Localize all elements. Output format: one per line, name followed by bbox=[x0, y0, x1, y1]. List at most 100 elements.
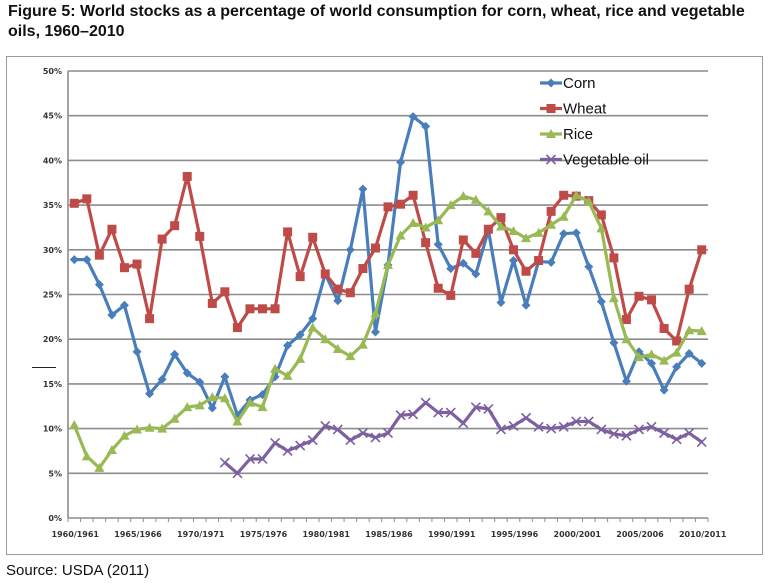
x-marker-stroke bbox=[219, 457, 230, 468]
data-point bbox=[232, 416, 243, 426]
x-marker-stroke bbox=[433, 407, 444, 418]
data-point bbox=[132, 347, 142, 357]
data-point bbox=[696, 326, 707, 336]
y-tick-label: 40% bbox=[43, 156, 62, 165]
x-marker-stroke bbox=[533, 421, 544, 432]
data-point bbox=[357, 428, 368, 439]
data-point bbox=[295, 353, 306, 363]
data-point bbox=[145, 314, 155, 324]
data-point bbox=[470, 194, 481, 204]
data-point bbox=[508, 256, 518, 266]
x-marker-stroke bbox=[608, 428, 619, 440]
data-point bbox=[169, 413, 180, 423]
data-point bbox=[145, 389, 155, 399]
data-point bbox=[621, 376, 631, 386]
x-tick-label: 1965/1966 bbox=[114, 530, 162, 539]
data-point bbox=[82, 255, 92, 265]
data-point bbox=[207, 392, 218, 402]
data-point bbox=[195, 231, 205, 241]
data-point bbox=[269, 437, 281, 448]
data-point bbox=[496, 298, 506, 308]
data-point bbox=[696, 436, 707, 448]
series-line bbox=[223, 401, 703, 475]
data-point bbox=[370, 327, 380, 337]
data-point bbox=[445, 200, 456, 210]
data-point bbox=[219, 393, 230, 403]
x-marker-stroke bbox=[684, 428, 695, 439]
data-point bbox=[420, 397, 431, 408]
x-marker-stroke bbox=[357, 428, 368, 439]
data-point bbox=[520, 412, 532, 423]
data-point bbox=[82, 194, 92, 204]
x-marker-stroke bbox=[445, 407, 456, 418]
data-point bbox=[433, 215, 444, 225]
data-point bbox=[207, 403, 217, 413]
x-marker-stroke bbox=[320, 420, 331, 431]
data-point bbox=[470, 402, 481, 413]
data-point bbox=[495, 424, 507, 435]
data-point bbox=[333, 296, 343, 306]
data-point bbox=[244, 397, 255, 407]
data-point bbox=[571, 228, 581, 238]
data-point bbox=[508, 420, 519, 431]
x-marker-stroke bbox=[332, 424, 343, 435]
data-point bbox=[220, 372, 230, 382]
data-point bbox=[646, 421, 657, 432]
data-point bbox=[609, 338, 619, 348]
x-marker-stroke bbox=[382, 428, 394, 439]
x-marker-stroke bbox=[558, 421, 569, 432]
data-point bbox=[697, 245, 707, 255]
data-point bbox=[219, 457, 230, 468]
data-point bbox=[471, 269, 481, 279]
data-point bbox=[659, 323, 669, 333]
data-point bbox=[132, 424, 143, 434]
data-point bbox=[333, 284, 343, 294]
data-point bbox=[684, 284, 694, 294]
data-point bbox=[307, 322, 318, 332]
x-marker-stroke bbox=[307, 435, 318, 446]
data-point bbox=[458, 418, 469, 429]
data-point bbox=[308, 232, 318, 242]
data-point bbox=[94, 250, 104, 260]
data-point bbox=[194, 400, 205, 410]
y-tick-label: 15% bbox=[43, 380, 62, 389]
data-point bbox=[458, 258, 468, 268]
data-point bbox=[672, 336, 682, 346]
data-point bbox=[646, 349, 657, 359]
data-point bbox=[320, 420, 331, 431]
data-point bbox=[571, 416, 582, 427]
data-point bbox=[295, 272, 305, 282]
data-point bbox=[345, 245, 355, 255]
y-tick-label: 10% bbox=[43, 425, 62, 434]
x-marker-stroke bbox=[520, 412, 532, 423]
data-point bbox=[195, 377, 205, 387]
data-point bbox=[69, 255, 79, 265]
data-point bbox=[508, 226, 519, 236]
data-point bbox=[458, 191, 469, 201]
data-point bbox=[546, 257, 556, 267]
data-point bbox=[596, 223, 607, 233]
data-point bbox=[659, 385, 669, 395]
data-point bbox=[157, 423, 168, 433]
data-point bbox=[546, 129, 556, 138]
data-point bbox=[534, 256, 544, 266]
y-tick-label: 30% bbox=[43, 246, 62, 255]
data-point bbox=[307, 435, 318, 446]
data-point bbox=[257, 453, 268, 465]
data-point bbox=[521, 300, 531, 310]
data-point bbox=[558, 211, 569, 221]
data-point bbox=[282, 445, 293, 457]
y-tick-label: 35% bbox=[43, 201, 62, 210]
data-point bbox=[395, 410, 406, 421]
data-point bbox=[583, 196, 594, 206]
data-point bbox=[345, 435, 356, 446]
data-point bbox=[608, 428, 619, 440]
legend-item-corn: Corn bbox=[540, 75, 596, 92]
data-point bbox=[157, 374, 167, 384]
data-point bbox=[308, 314, 318, 324]
y-tick-label: 25% bbox=[43, 291, 62, 300]
data-point bbox=[220, 287, 230, 297]
data-point bbox=[633, 352, 644, 362]
data-point bbox=[608, 293, 619, 303]
data-point bbox=[282, 370, 293, 380]
